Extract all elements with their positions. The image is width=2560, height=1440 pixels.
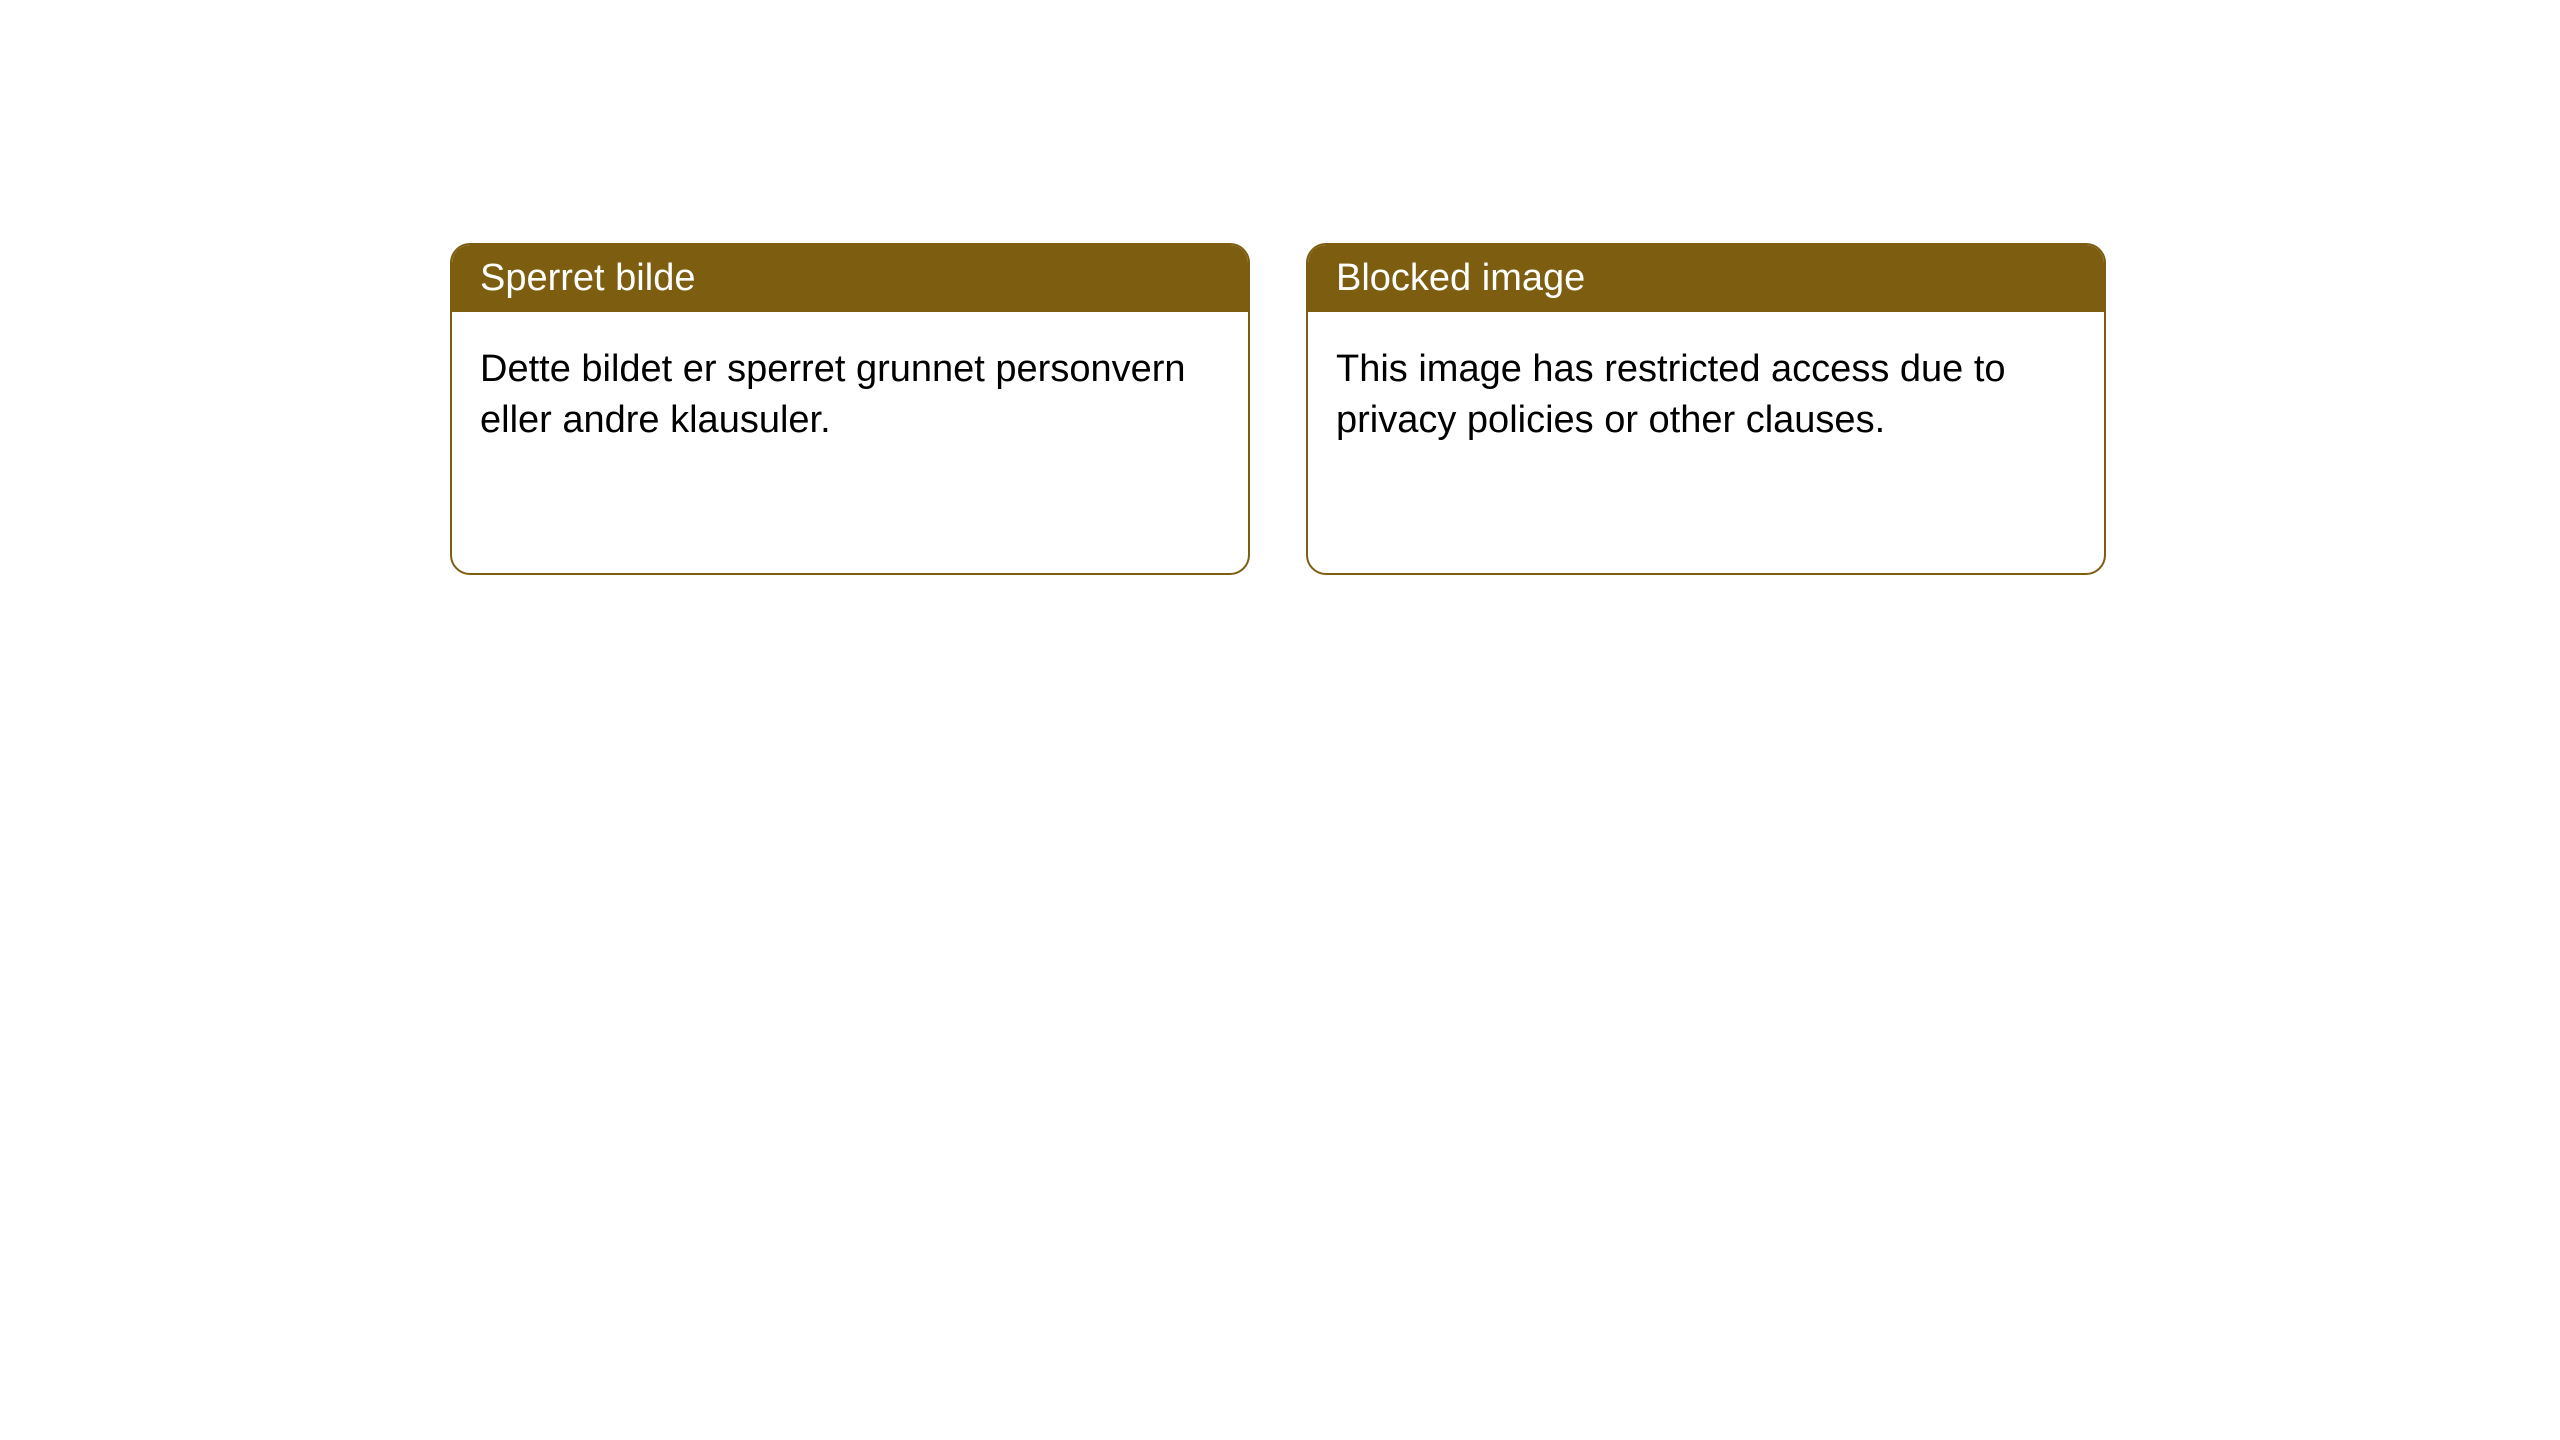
notice-title-english: Blocked image [1336,257,1585,299]
notice-card-english: Blocked image This image has restricted … [1306,243,2106,575]
notice-header-norwegian: Sperret bilde [452,245,1248,312]
notice-text-english: This image has restricted access due to … [1336,348,2006,441]
notice-container: Sperret bilde Dette bildet er sperret gr… [450,243,2106,575]
notice-body-english: This image has restricted access due to … [1308,312,2104,479]
notice-text-norwegian: Dette bildet er sperret grunnet personve… [480,348,1186,441]
notice-card-norwegian: Sperret bilde Dette bildet er sperret gr… [450,243,1250,575]
notice-header-english: Blocked image [1308,245,2104,312]
notice-title-norwegian: Sperret bilde [480,257,695,299]
notice-body-norwegian: Dette bildet er sperret grunnet personve… [452,312,1248,479]
